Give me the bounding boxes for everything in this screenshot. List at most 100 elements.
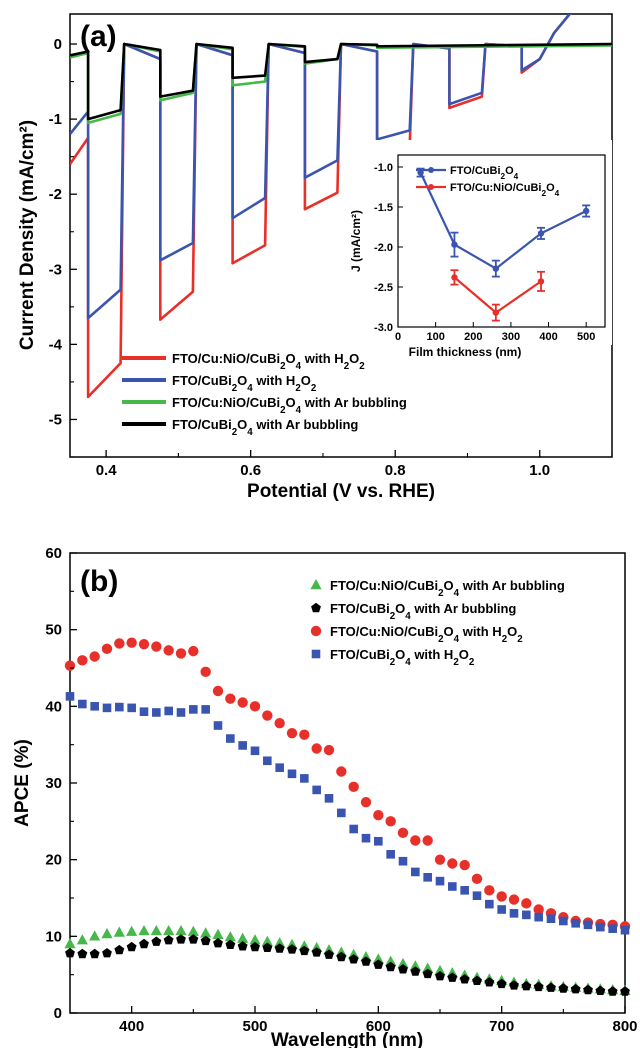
panel-b-point-series-4 — [312, 785, 321, 795]
panel-b-point-series-4 — [374, 836, 383, 846]
panel-b-point-series-2 — [114, 944, 125, 955]
panel-b-y-tick-label: 60 — [45, 545, 62, 562]
panel-b-point-series-4 — [201, 705, 210, 714]
panel-a-inset: 0 100 200 300 400 500 -1.0 -1.5 -2.0 -2.5 -3.0 Fi… — [348, 140, 612, 359]
panel-b-point-series-2 — [324, 949, 334, 959]
panel-a-series-group — [70, 14, 612, 399]
inset-legend-label-2: FTO/Cu:NiO/CuBi2O4 — [450, 182, 560, 198]
panel-b-point-series-2 — [151, 936, 162, 946]
panel-b-point-series-2 — [299, 945, 310, 956]
panel-b-point-series-3 — [249, 701, 261, 712]
panel-b-point-series-1 — [372, 953, 384, 964]
panel-b-point-series-2 — [287, 944, 297, 954]
panel-b-point-series-3 — [200, 666, 211, 678]
panel-b-point-series-4 — [213, 721, 223, 730]
panel-b-y-tick-label: 10 — [45, 928, 62, 945]
panel-b-point-series-4 — [324, 794, 334, 803]
inset-legend-marker-2 — [428, 184, 434, 190]
panel-b-point-series-2 — [398, 964, 408, 974]
panel-a-y-axis-label: Current Density (mA/cm²) — [17, 120, 38, 350]
inset-x-ticks: 0 100 200 300 400 500 — [395, 322, 595, 343]
panel-b-point-series-2 — [163, 935, 174, 945]
panel-b-point-series-2 — [336, 951, 347, 962]
inset-data-point — [582, 207, 590, 215]
panel-b-point-series-2 — [213, 938, 223, 948]
panel-b-point-series-3 — [89, 651, 100, 662]
panel-b-point-series-3 — [262, 710, 273, 721]
panel-a-y-tick-label: -5 — [49, 411, 62, 428]
panel-b-point-series-1 — [249, 934, 261, 945]
panel-b-point-series-2 — [607, 986, 618, 996]
panel-b-legend-label-2: FTO/CuBi2O4 with Ar bubbling — [330, 601, 516, 622]
panel-b-point-series-3 — [175, 648, 187, 659]
panel-b-point-series-1 — [274, 937, 286, 948]
panel-b-point-series-2 — [385, 961, 396, 972]
panel-b-point-series-2 — [139, 938, 149, 949]
panel-a-x-tick-label: 0.4 — [96, 462, 118, 479]
panel-b-point-series-4 — [571, 919, 580, 928]
panel-b-point-series-2 — [200, 935, 211, 946]
panel-a-y-tick-label: -3 — [49, 261, 62, 278]
panel-b-point-series-4 — [485, 899, 494, 909]
panel-b-y-tick-label: 50 — [45, 622, 62, 639]
panel-b-point-series-3 — [114, 638, 125, 649]
panel-b-point-series-1 — [212, 928, 224, 939]
panel-b-point-series-2 — [546, 982, 556, 992]
panel-b-point-series-3 — [299, 729, 310, 740]
panel-b-point-series-4 — [546, 914, 556, 923]
panel-b-point-series-1 — [434, 964, 446, 976]
panel-b-point-series-3 — [163, 645, 174, 656]
panel-b-point-series-2 — [583, 984, 593, 995]
panel-b-point-series-4 — [90, 702, 99, 711]
panel-b-point-series-1 — [76, 934, 88, 945]
panel-b-point-series-2 — [77, 948, 88, 959]
panel-b-point-series-3 — [508, 894, 520, 905]
inset-legend-label-1: FTO/CuBi2O4 — [450, 165, 519, 181]
panel-b-point-series-3 — [77, 655, 88, 666]
panel-a-series-line-4 — [70, 42, 612, 121]
panel-b-point-series-1 — [138, 924, 150, 936]
panel-b-point-series-2 — [250, 941, 260, 952]
panel-b-point-series-2 — [533, 981, 544, 992]
inset-frame — [397, 154, 606, 328]
panel-b-tag: (b) — [80, 565, 118, 598]
inset-y-tick-label: -2.0 — [374, 242, 393, 254]
panel-b-point-series-2 — [570, 984, 581, 994]
panel-a-x-axis-label: Potential (V vs. RHE) — [247, 481, 435, 502]
panel-b-point-series-2 — [435, 971, 445, 981]
panel-b-point-series-3 — [410, 835, 421, 846]
panel-b-point-series-3 — [471, 873, 483, 885]
panel-a-legend-label-3: FTO/Cu:NiO/CuBi2O4 with Ar bubbling — [172, 395, 407, 416]
panel-b-point-series-4 — [534, 912, 543, 922]
panel-b-point-series-2 — [188, 934, 199, 944]
panel-b-point-series-2 — [496, 978, 507, 989]
panel-b-point-series-4 — [250, 746, 260, 756]
panel-b-legend-marker-1 — [310, 579, 322, 590]
panel-b-x-tick-label: 400 — [119, 1018, 144, 1035]
panel-b-point-series-3 — [397, 827, 409, 839]
panel-b-point-series-2 — [472, 975, 482, 985]
panel-b-point-series-4 — [300, 774, 309, 783]
panel-a-y-tick-label: -1 — [49, 111, 62, 128]
panel-a-x-tick-label: 0.8 — [385, 462, 406, 479]
panel-b-point-series-3 — [64, 660, 76, 671]
panel-b-point-series-3 — [151, 641, 162, 652]
panel-b-x-tick-label: 600 — [366, 1018, 391, 1035]
inset-data-point — [537, 278, 545, 285]
panel-b-point-series-3 — [521, 898, 532, 909]
panel-b-point-series-2 — [558, 983, 569, 993]
panel-b-point-series-3 — [274, 718, 285, 729]
panel-b-x-tick-label: 500 — [242, 1018, 267, 1035]
panel-b-point-series-3 — [126, 637, 137, 648]
panel-b-point-series-3 — [188, 645, 199, 657]
panel-b-point-series-1 — [224, 931, 236, 942]
panel-b-point-series-2 — [225, 939, 236, 949]
inset-data-point — [492, 309, 500, 316]
panel-b-point-series-4 — [472, 891, 482, 900]
panel-b-point-series-3 — [237, 697, 248, 708]
panel-b-point-series-3 — [434, 854, 446, 865]
panel-b-point-series-3 — [348, 781, 359, 793]
panel-b-point-series-3 — [447, 858, 458, 869]
